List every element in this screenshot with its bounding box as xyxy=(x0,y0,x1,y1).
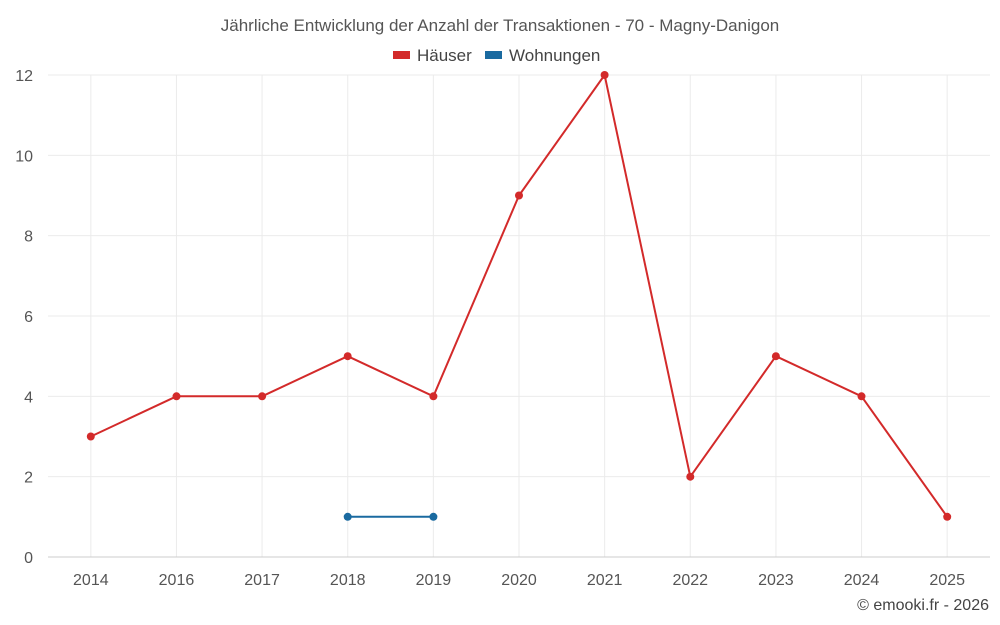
credit-text: © emooki.fr - 2026 xyxy=(857,597,989,614)
y-tick-label: 8 xyxy=(24,229,33,246)
legend: Häuser Wohnungen xyxy=(393,46,600,65)
x-tick-label: 2016 xyxy=(159,572,195,589)
x-tick-label: 2021 xyxy=(587,572,623,589)
chart-title: Jährliche Entwicklung der Anzahl der Tra… xyxy=(221,16,779,35)
y-tick-label: 6 xyxy=(24,309,33,326)
legend-label-wohnungen: Wohnungen xyxy=(509,46,600,65)
x-tick-label: 2024 xyxy=(844,572,880,589)
data-point-hauser[interactable] xyxy=(429,392,438,401)
legend-item-hauser[interactable]: Häuser xyxy=(393,46,472,65)
legend-label-hauser: Häuser xyxy=(417,46,472,65)
legend-item-wohnungen[interactable]: Wohnungen xyxy=(485,46,600,65)
y-tick-label: 12 xyxy=(15,68,33,85)
data-point-hauser[interactable] xyxy=(686,472,695,481)
data-point-wohnungen[interactable] xyxy=(429,512,438,521)
grid xyxy=(48,74,990,557)
data-point-hauser[interactable] xyxy=(86,432,95,441)
data-point-hauser[interactable] xyxy=(857,392,866,401)
y-tick-label: 0 xyxy=(24,550,33,567)
y-tick-label: 4 xyxy=(24,389,33,406)
data-point-hauser[interactable] xyxy=(515,191,523,200)
data-point-hauser[interactable] xyxy=(343,352,352,361)
y-tick-label: 10 xyxy=(15,148,33,165)
series-hauser xyxy=(86,71,952,521)
data-point-hauser[interactable] xyxy=(943,512,952,521)
legend-swatch-hauser xyxy=(393,51,410,59)
x-tick-label: 2025 xyxy=(929,572,965,589)
data-point-hauser[interactable] xyxy=(771,352,780,361)
legend-swatch-wohnungen xyxy=(485,51,502,59)
x-tick-label: 2020 xyxy=(501,572,537,589)
data-point-hauser[interactable] xyxy=(600,71,609,79)
x-tick-label: 2019 xyxy=(416,572,452,589)
x-tick-label: 2023 xyxy=(758,572,794,589)
data-point-hauser[interactable] xyxy=(172,392,181,401)
y-tick-label: 2 xyxy=(24,470,33,487)
x-tick-label: 2022 xyxy=(672,572,708,589)
series xyxy=(86,71,952,521)
x-tick-label: 2018 xyxy=(330,572,366,589)
y-axis-ticks: 0 2 4 6 8 10 12 xyxy=(15,68,33,567)
x-axis-ticks: 2014 2016 2017 2018 2019 2020 2021 2022 2023 2024… xyxy=(73,572,965,589)
x-tick-label: 2014 xyxy=(73,572,109,589)
data-point-hauser[interactable] xyxy=(258,392,267,401)
data-point-wohnungen[interactable] xyxy=(343,512,352,521)
x-tick-label: 2017 xyxy=(244,572,280,589)
series-wohnungen xyxy=(343,512,438,521)
